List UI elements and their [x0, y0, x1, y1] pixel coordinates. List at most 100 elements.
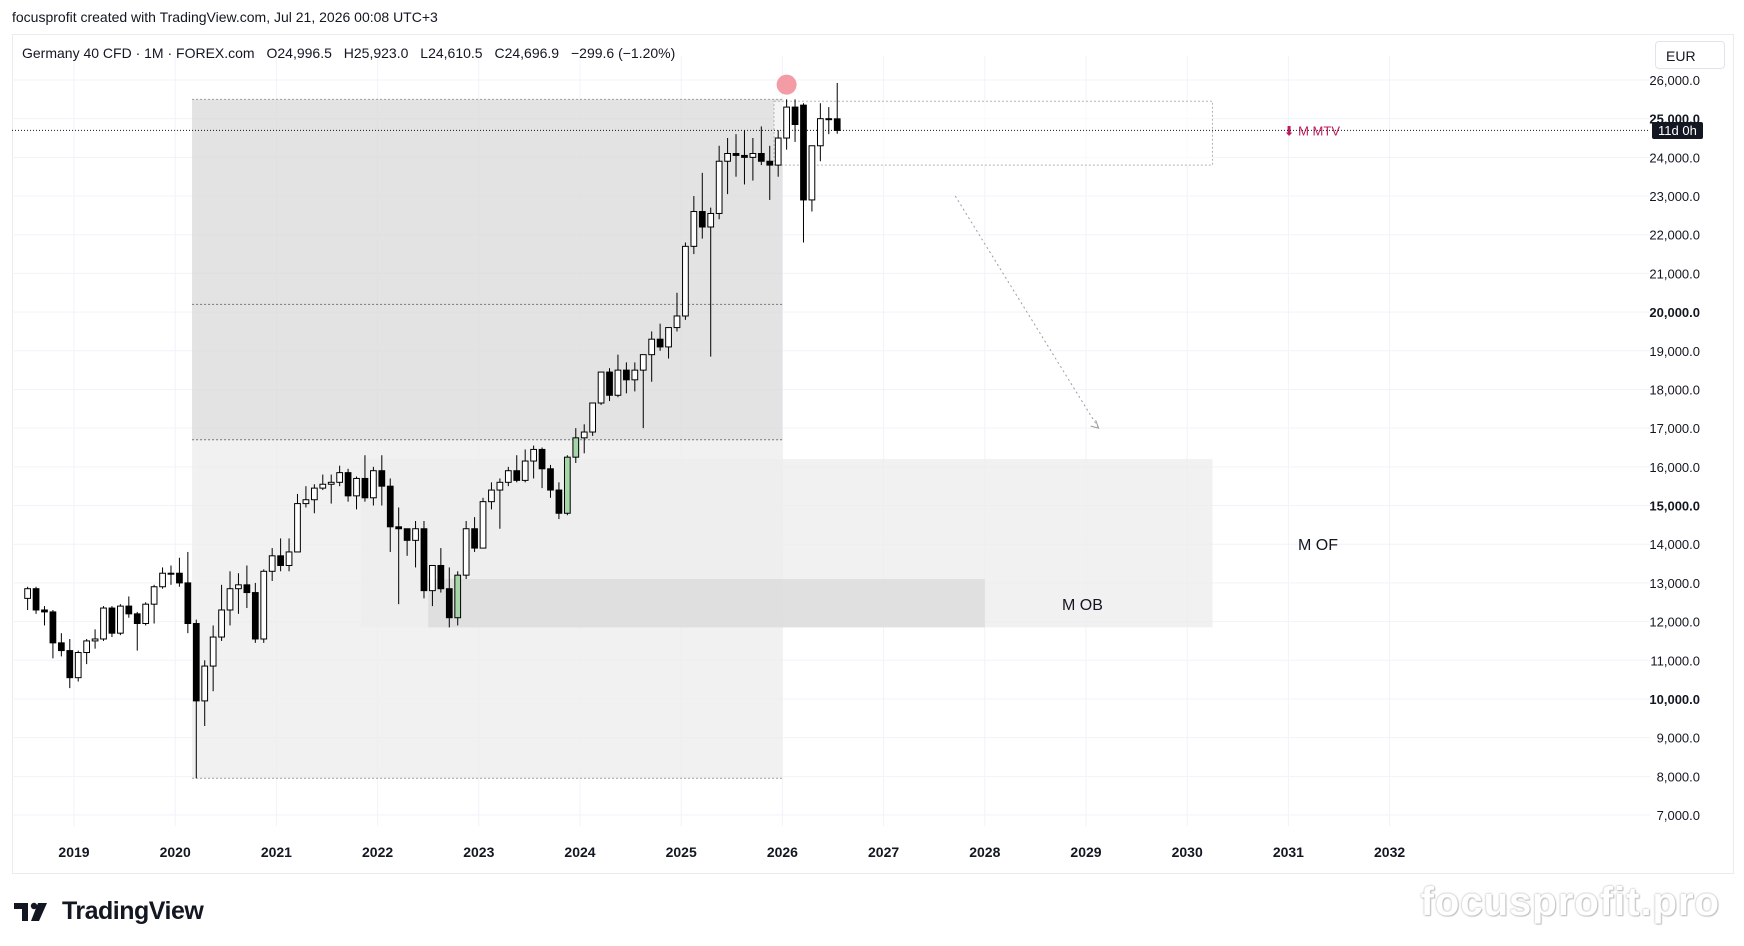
- candle-body[interactable]: [547, 468, 554, 491]
- candle-body[interactable]: [791, 106, 799, 125]
- candle-body[interactable]: [429, 564, 436, 592]
- candle-body[interactable]: [260, 570, 268, 640]
- candle-body[interactable]: [218, 609, 225, 638]
- candle-body[interactable]: [378, 470, 386, 487]
- candle-body[interactable]: [117, 605, 124, 634]
- zone-large-upper[interactable]: [192, 99, 783, 440]
- candle-body[interactable]: [631, 369, 639, 381]
- candle-body[interactable]: [150, 586, 158, 605]
- candle-body[interactable]: [597, 371, 605, 404]
- candle-body[interactable]: [783, 106, 790, 139]
- candle-body[interactable]: [479, 501, 487, 549]
- zone-m-ob[interactable]: [428, 579, 985, 628]
- candle-body[interactable]: [403, 528, 411, 541]
- candle-body[interactable]: [496, 481, 504, 491]
- symbol-title[interactable]: Germany 40 CFD · 1M · FOREX.com: [22, 45, 255, 61]
- candle-body[interactable]: [690, 211, 698, 247]
- candle-body[interactable]: [167, 572, 175, 575]
- candle-body[interactable]: [589, 402, 597, 433]
- candle-body[interactable]: [353, 477, 360, 497]
- candle-body[interactable]: [24, 588, 31, 599]
- candle-body[interactable]: [682, 245, 689, 317]
- candle-body[interactable]: [614, 369, 622, 396]
- candle-body[interactable]: [648, 338, 656, 356]
- candle-body[interactable]: [251, 592, 259, 640]
- candle-body[interactable]: [606, 371, 613, 396]
- candle-body[interactable]: [395, 526, 403, 530]
- candle-body[interactable]: [192, 623, 200, 702]
- candle-body[interactable]: [521, 460, 529, 481]
- candle-body[interactable]: [580, 431, 588, 439]
- candle-body[interactable]: [285, 551, 293, 566]
- candle-body[interactable]: [833, 118, 841, 131]
- candle-body[interactable]: [277, 555, 284, 566]
- candle-body[interactable]: [268, 555, 276, 572]
- candle-body[interactable]: [49, 611, 57, 644]
- candle-body[interactable]: [310, 487, 318, 501]
- candle-body[interactable]: [302, 499, 310, 505]
- candle-body[interactable]: [766, 160, 774, 166]
- candle-body[interactable]: [32, 588, 40, 611]
- candle-body[interactable]: [209, 636, 217, 667]
- candle-body[interactable]: [184, 582, 192, 625]
- candle-body[interactable]: [808, 145, 816, 201]
- candle-body[interactable]: [572, 437, 580, 458]
- candle-body[interactable]: [757, 153, 765, 162]
- candle-body[interactable]: [235, 584, 242, 590]
- candle-body[interactable]: [108, 607, 116, 634]
- candle-body[interactable]: [226, 588, 234, 611]
- candle-body[interactable]: [555, 489, 563, 514]
- candle-body[interactable]: [530, 448, 537, 462]
- candle-body[interactable]: [74, 652, 82, 679]
- candle-body[interactable]: [361, 477, 369, 499]
- candle-body[interactable]: [100, 607, 107, 640]
- candle-body[interactable]: [698, 211, 706, 228]
- candle-body[interactable]: [816, 118, 824, 147]
- candle-body[interactable]: [83, 640, 91, 654]
- candle-body[interactable]: [370, 470, 377, 499]
- candle-body[interactable]: [462, 528, 470, 576]
- candle-body[interactable]: [732, 153, 740, 156]
- candle-body[interactable]: [488, 489, 495, 503]
- candle-body[interactable]: [741, 154, 748, 158]
- candle-body[interactable]: [243, 584, 251, 594]
- candle-body[interactable]: [639, 354, 647, 371]
- projection-arrow-line[interactable]: [954, 195, 1100, 429]
- candle-body[interactable]: [159, 572, 166, 588]
- candle-body[interactable]: [420, 528, 428, 592]
- candle-body[interactable]: [504, 470, 512, 483]
- candle-body[interactable]: [437, 564, 445, 590]
- candle-body[interactable]: [513, 470, 521, 481]
- candle-body[interactable]: [724, 153, 731, 162]
- candle-body[interactable]: [715, 160, 723, 214]
- tradingview-logo[interactable]: TradingView: [14, 897, 204, 926]
- candle-body[interactable]: [825, 118, 833, 121]
- zone-m-mtv[interactable]: [773, 100, 1213, 166]
- candle-body[interactable]: [41, 609, 48, 613]
- candle-body[interactable]: [673, 315, 681, 329]
- candle-body[interactable]: [471, 528, 478, 549]
- candle-body[interactable]: [538, 448, 546, 470]
- candle-body[interactable]: [336, 472, 344, 483]
- candle-body[interactable]: [91, 638, 99, 642]
- candle-body[interactable]: [176, 572, 183, 584]
- candle-body[interactable]: [656, 338, 664, 348]
- candle-body[interactable]: [800, 104, 807, 201]
- candle-body[interactable]: [133, 613, 141, 625]
- candle-body[interactable]: [774, 137, 782, 166]
- candle-body[interactable]: [327, 481, 335, 485]
- candle-body[interactable]: [319, 483, 327, 489]
- candle-body[interactable]: [294, 503, 301, 553]
- candle-body[interactable]: [201, 665, 209, 702]
- candle-body[interactable]: [344, 472, 352, 497]
- candle-body[interactable]: [454, 574, 462, 619]
- candle-body[interactable]: [386, 485, 394, 528]
- candle-body[interactable]: [57, 642, 65, 652]
- candle-body[interactable]: [749, 153, 757, 158]
- candle-body[interactable]: [445, 588, 453, 619]
- currency-button[interactable]: EUR: [1655, 41, 1725, 69]
- candle-body[interactable]: [142, 603, 150, 625]
- candle-body[interactable]: [665, 327, 672, 348]
- candle-body[interactable]: [623, 369, 630, 381]
